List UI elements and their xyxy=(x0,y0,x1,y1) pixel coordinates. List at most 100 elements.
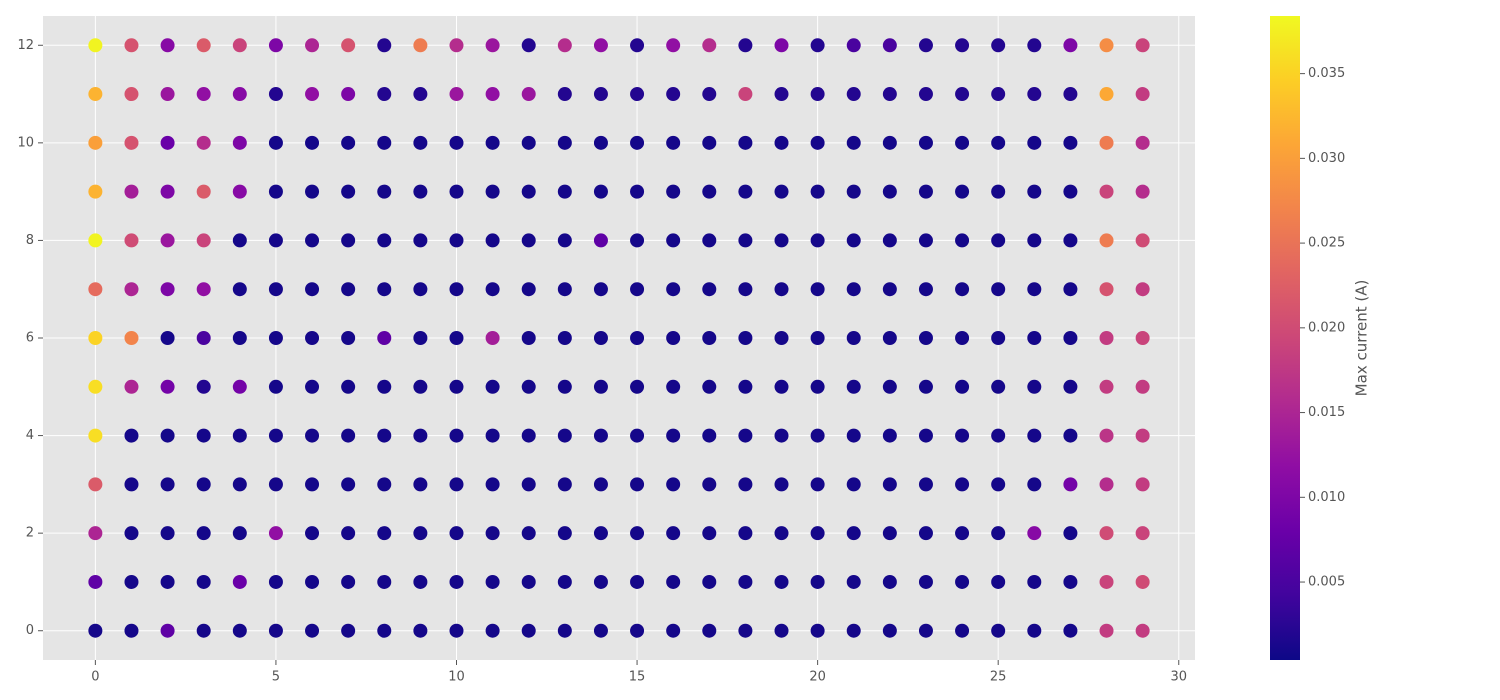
point xyxy=(1027,526,1042,541)
point xyxy=(702,282,717,297)
point xyxy=(738,428,753,443)
point xyxy=(377,87,392,102)
point xyxy=(305,184,320,199)
point xyxy=(124,526,139,541)
point xyxy=(991,135,1006,150)
point xyxy=(341,331,356,345)
point xyxy=(1099,184,1114,199)
point xyxy=(1135,282,1150,297)
point xyxy=(305,87,320,102)
point xyxy=(846,135,861,150)
point xyxy=(449,623,464,638)
point xyxy=(268,574,283,589)
point xyxy=(124,135,139,150)
point xyxy=(160,184,175,199)
point xyxy=(88,38,103,53)
point xyxy=(882,87,897,102)
point xyxy=(413,184,428,199)
point xyxy=(413,233,428,248)
point xyxy=(521,38,536,53)
point xyxy=(918,87,933,102)
point xyxy=(88,135,103,150)
point xyxy=(557,574,572,589)
point xyxy=(1135,428,1150,443)
point xyxy=(449,477,464,492)
point xyxy=(160,526,175,541)
point xyxy=(846,574,861,589)
point xyxy=(196,526,211,541)
point xyxy=(88,477,103,492)
point xyxy=(341,428,356,443)
point xyxy=(630,526,645,541)
point xyxy=(485,87,500,102)
point xyxy=(955,623,970,638)
point xyxy=(1063,623,1078,638)
point xyxy=(268,623,283,638)
y-tick-label: 2 xyxy=(26,526,34,541)
point xyxy=(738,379,753,394)
point xyxy=(630,38,645,53)
colorbar-tick-label: 0.010 xyxy=(1308,490,1345,505)
point xyxy=(1099,233,1114,248)
point xyxy=(1099,574,1114,589)
point xyxy=(1063,526,1078,541)
point xyxy=(1099,379,1114,394)
point xyxy=(232,87,247,102)
point xyxy=(882,623,897,638)
point xyxy=(196,623,211,638)
point xyxy=(918,38,933,53)
point xyxy=(810,428,825,443)
point xyxy=(955,38,970,53)
point xyxy=(738,38,753,53)
x-tick-label: 20 xyxy=(809,670,826,685)
point xyxy=(882,135,897,150)
point xyxy=(882,574,897,589)
point xyxy=(593,184,608,199)
point xyxy=(774,331,789,345)
point xyxy=(1135,526,1150,541)
point xyxy=(593,477,608,492)
point xyxy=(268,379,283,394)
point xyxy=(232,38,247,53)
point xyxy=(124,379,139,394)
point xyxy=(666,233,681,248)
point xyxy=(449,526,464,541)
point xyxy=(196,233,211,248)
point xyxy=(593,428,608,443)
point xyxy=(232,623,247,638)
point xyxy=(991,477,1006,492)
point xyxy=(160,331,175,345)
x-tick-label: 0 xyxy=(91,670,99,685)
point xyxy=(991,623,1006,638)
point xyxy=(557,477,572,492)
point xyxy=(341,135,356,150)
point xyxy=(918,477,933,492)
point xyxy=(918,282,933,297)
point xyxy=(305,477,320,492)
point xyxy=(1027,379,1042,394)
point xyxy=(268,331,283,345)
point xyxy=(882,379,897,394)
point xyxy=(124,623,139,638)
point xyxy=(702,331,717,345)
point xyxy=(1135,184,1150,199)
point xyxy=(593,574,608,589)
point xyxy=(630,87,645,102)
colorbar-tick-label: 0.025 xyxy=(1308,236,1345,251)
point xyxy=(485,233,500,248)
point xyxy=(521,233,536,248)
point xyxy=(810,526,825,541)
point xyxy=(88,331,103,345)
point xyxy=(160,282,175,297)
point xyxy=(991,87,1006,102)
point xyxy=(377,233,392,248)
point xyxy=(413,379,428,394)
point xyxy=(196,477,211,492)
point xyxy=(521,282,536,297)
point xyxy=(955,477,970,492)
point xyxy=(882,184,897,199)
point xyxy=(377,282,392,297)
point xyxy=(738,574,753,589)
point xyxy=(1135,623,1150,638)
point xyxy=(413,574,428,589)
